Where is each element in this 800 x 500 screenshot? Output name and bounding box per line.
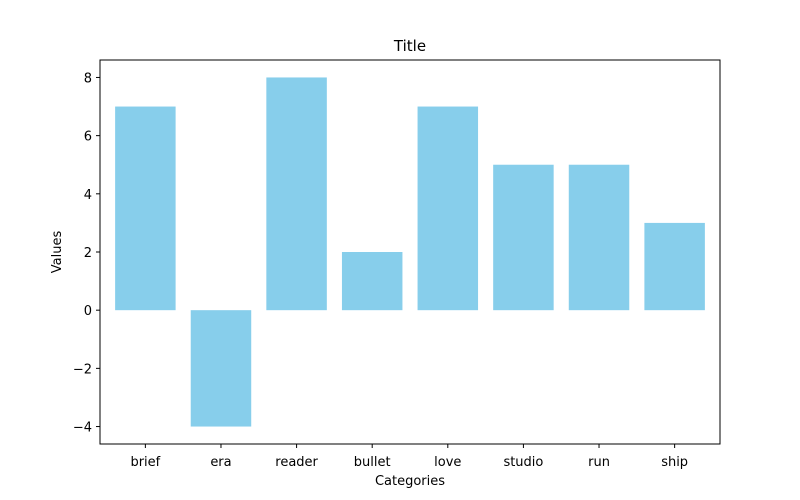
x-axis-ticks: brief era reader bullet love studio run ship — [130, 444, 688, 470]
y-tick-label: 6 — [84, 130, 92, 145]
y-tick-label: 0 — [84, 304, 92, 319]
bar-reader — [266, 77, 327, 311]
y-axis-label: Values — [50, 231, 65, 274]
y-tick-label: −2 — [73, 362, 92, 377]
bar-ship — [644, 222, 705, 311]
x-tick-label: run — [588, 455, 610, 470]
x-tick-label: era — [210, 455, 231, 470]
x-tick-label: reader — [275, 455, 318, 470]
x-tick-label: ship — [661, 455, 688, 470]
bar-brief — [115, 106, 176, 311]
bar-run — [568, 164, 630, 311]
y-tick-label: 4 — [84, 188, 92, 203]
y-tick-label: −4 — [73, 421, 92, 436]
chart-title: Title — [393, 37, 426, 55]
x-tick-label: brief — [130, 455, 160, 470]
bars-layer — [115, 77, 705, 427]
bar-era — [190, 310, 252, 427]
x-tick-label: bullet — [354, 455, 391, 470]
bar-studio — [493, 164, 554, 311]
x-axis-label: Categories — [375, 474, 445, 489]
plot-frame — [99, 59, 721, 445]
bar-bullet — [341, 252, 403, 311]
bar-love — [417, 106, 479, 311]
x-tick-label: studio — [503, 455, 543, 470]
y-tick-label: 8 — [84, 71, 92, 86]
y-axis-ticks: −4 −2 0 2 4 6 8 — [73, 71, 100, 436]
y-tick-label: 2 — [84, 246, 92, 261]
x-tick-label: love — [434, 455, 461, 470]
